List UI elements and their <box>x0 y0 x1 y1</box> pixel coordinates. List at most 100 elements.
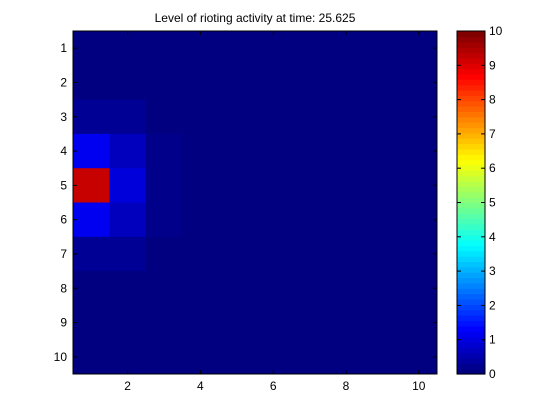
colorbar-segment <box>457 132 485 139</box>
colorbar-segment <box>457 277 485 284</box>
x-tick-label: 2 <box>124 379 131 393</box>
colorbar-segment <box>457 240 485 246</box>
heatmap-cell-r10-c9 <box>364 339 402 375</box>
heatmap-cell-r5-c10 <box>400 168 438 203</box>
heatmap-cell-r3-c4 <box>182 99 220 135</box>
heatmap-cell-r4-c4 <box>182 133 220 169</box>
heatmap-cell-r6-c5 <box>218 202 256 238</box>
colorbar-segment <box>457 89 485 96</box>
heatmap-cell-r7-c6 <box>255 236 292 272</box>
colorbar-segment <box>457 186 485 193</box>
colorbar-segment <box>457 191 485 198</box>
heatmap-cell-r7-c3 <box>145 236 183 272</box>
heatmap-cell-r9-c9 <box>364 305 402 341</box>
heatmap-cell-r1-c1 <box>73 31 110 66</box>
heatmap-cell-r3-c2 <box>109 99 147 135</box>
heatmap-cell-r9-c3 <box>145 305 183 341</box>
colorbar-segment <box>457 202 485 209</box>
heatmap-cell-r10-c5 <box>218 339 256 375</box>
heatmap-cell-r3-c7 <box>291 99 329 135</box>
heatmap-cell-r2-c6 <box>255 65 292 101</box>
heatmap-cell-r8-c6 <box>255 271 292 306</box>
colorbar-segment <box>457 170 485 177</box>
colorbar-segment <box>457 315 485 322</box>
colorbar: 0 1 2 3 4 5 6 7 8 9 10 <box>456 24 503 381</box>
heatmap-cell-r3-c8 <box>327 99 365 135</box>
colorbar-segment <box>457 368 485 375</box>
colorbar-tick-label: 3 <box>489 264 496 278</box>
colorbar-segment <box>457 36 485 43</box>
heatmap-cell-r3-c10 <box>400 99 438 135</box>
colorbar-segment <box>457 363 485 370</box>
colorbar-tick-label: 8 <box>489 93 496 107</box>
heatmap-cell-r4-c9 <box>364 133 402 169</box>
colorbar-segment <box>457 213 485 220</box>
colorbar-segment <box>457 57 485 64</box>
heatmap-cell-r6-c1 <box>73 202 110 238</box>
heatmap-cell-r10-c4 <box>182 339 220 375</box>
heatmap-cell-r1-c6 <box>255 31 292 66</box>
heatmap-cell-r9-c7 <box>291 305 329 341</box>
heatmap-cell-r7-c9 <box>364 236 402 272</box>
y-tick-label: 1 <box>60 41 67 55</box>
colorbar-segment <box>457 164 485 171</box>
heatmap-cell-r2-c2 <box>109 65 147 101</box>
heatmap-cell-r2-c5 <box>218 65 256 101</box>
heatmap-cell-r1-c8 <box>327 31 365 66</box>
heatmap-cell-r5-c4 <box>182 168 220 203</box>
colorbar-segment <box>457 207 485 214</box>
colorbar-tick-label: 7 <box>489 127 496 141</box>
heatmap-cell-r9-c8 <box>327 305 365 341</box>
heatmap-cell-r1-c2 <box>109 31 147 66</box>
colorbar-segment <box>457 293 485 300</box>
heatmap-cell-r1-c10 <box>400 31 438 66</box>
heatmap-cell-r6-c7 <box>291 202 329 238</box>
heatmap-cell-r5-c5 <box>218 168 256 203</box>
heatmap-cell-r2-c3 <box>145 65 183 101</box>
heatmap-cell-r6-c6 <box>255 202 292 238</box>
heatmap-cell-r6-c8 <box>327 202 365 238</box>
heatmap-cell-r1-c7 <box>291 31 329 66</box>
colorbar-segment <box>457 331 485 338</box>
colorbar-segment <box>457 282 485 289</box>
chart-title: Level of rioting activity at time: 25.62… <box>155 11 356 25</box>
heatmap-cell-r7-c8 <box>327 236 365 272</box>
colorbar-segment <box>457 100 485 107</box>
colorbar-segment <box>457 266 485 273</box>
y-tick-label: 7 <box>60 247 67 261</box>
colorbar-segment <box>457 143 485 150</box>
heatmap-cell-r8-c4 <box>182 271 220 306</box>
colorbar-segment <box>457 154 485 161</box>
colorbar-segment <box>457 223 485 230</box>
colorbar-segment <box>457 73 485 80</box>
y-tick-label: 3 <box>60 110 67 124</box>
colorbar-segment <box>457 304 485 311</box>
y-tick-label: 2 <box>60 75 67 89</box>
heatmap-cell-r9-c4 <box>182 305 220 341</box>
heatmap-cell-r6-c9 <box>364 202 402 238</box>
heatmap-cell-r4-c8 <box>327 133 365 169</box>
colorbar-segment <box>457 347 485 354</box>
heatmap-cell-r6-c10 <box>400 202 438 238</box>
colorbar-segment <box>457 234 485 241</box>
heatmap-cell-r4-c1 <box>73 133 110 169</box>
plot-frame <box>72 30 438 375</box>
y-tick-label: 4 <box>60 144 67 158</box>
heatmap-cell-r4-c3 <box>145 133 183 169</box>
heatmap-cell-r6-c2 <box>109 202 147 238</box>
heatmap-cell-r8-c7 <box>291 271 329 306</box>
colorbar-segment <box>457 218 485 225</box>
x-tick-label: 10 <box>412 379 426 393</box>
heatmap-cell-r7-c10 <box>400 236 438 272</box>
heatmap-cell-r2-c4 <box>182 65 220 101</box>
heatmap-cell-r8-c1 <box>73 271 110 306</box>
heatmap-cell-r4-c10 <box>400 133 438 169</box>
heatmap-cell-r7-c4 <box>182 236 220 272</box>
colorbar-segment <box>457 148 485 155</box>
colorbar-segment <box>457 31 485 37</box>
heatmap-cell-r2-c8 <box>327 65 365 101</box>
colorbar-segment <box>457 52 485 59</box>
colorbar-tick-label: 4 <box>489 230 496 244</box>
